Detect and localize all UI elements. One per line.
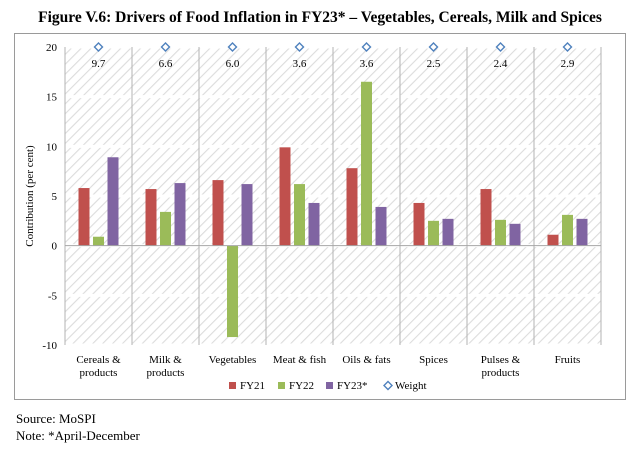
- bar-fy23: [442, 218, 454, 246]
- legend-label: FY21: [240, 380, 265, 392]
- legend-swatch: [278, 382, 285, 389]
- legend-label: FY22: [289, 380, 314, 392]
- weight-marker: [294, 42, 305, 52]
- weight-label: 2.5: [427, 58, 441, 70]
- weight-marker: [495, 42, 506, 52]
- bar-fy21: [346, 168, 358, 246]
- bar-fy22: [495, 219, 506, 246]
- y-tick-label: 15: [46, 92, 58, 104]
- weight-label: 9.7: [92, 58, 106, 70]
- bar-fy21: [480, 189, 492, 246]
- weight-marker: [562, 42, 573, 52]
- x-tick-label: Meat & fish: [273, 354, 327, 366]
- weight-marker: [227, 42, 238, 52]
- bar-fy23: [174, 183, 186, 246]
- weight-label: 2.4: [494, 58, 508, 70]
- bar-fy22: [294, 184, 305, 246]
- weight-label: 3.6: [360, 58, 374, 70]
- legend-swatch: [326, 382, 333, 389]
- y-axis-label: Contribution (per cent): [24, 145, 36, 247]
- bar-fy22: [93, 236, 104, 246]
- footnote: Note: *April-December: [16, 428, 140, 443]
- bar-fy23: [509, 223, 521, 246]
- bar-fy23: [375, 206, 387, 246]
- source-note: Source: MoSPI: [16, 411, 96, 426]
- weight-marker: [93, 42, 104, 52]
- y-tick-label: 10: [46, 141, 58, 153]
- x-tick-label: products: [147, 367, 185, 379]
- legend-label: FY23*: [337, 380, 368, 392]
- x-tick-label: Milk &: [149, 354, 182, 366]
- bar-fy21: [547, 234, 559, 246]
- weight-label: 6.6: [159, 58, 173, 70]
- y-tick-label: -10: [42, 340, 57, 352]
- bar-fy21: [212, 180, 224, 246]
- bar-fy21: [145, 189, 157, 246]
- x-tick-label: products: [482, 367, 520, 379]
- x-tick-label: Oils & fats: [342, 354, 390, 366]
- x-tick-label: Pulses &: [481, 354, 521, 366]
- x-tick-label: Cereals &: [76, 354, 121, 366]
- y-tick-label: 5: [52, 191, 58, 203]
- bar-fy22: [428, 220, 439, 246]
- weight-marker: [361, 42, 372, 52]
- legend-swatch: [229, 382, 236, 389]
- weight-label: 2.9: [561, 58, 575, 70]
- bar-fy23: [241, 184, 253, 246]
- legend-label: Weight: [395, 380, 427, 392]
- bar-fy22: [160, 211, 171, 246]
- bar-fy22: [361, 81, 372, 246]
- bar-fy23: [107, 157, 119, 246]
- x-tick-label: Fruits: [555, 354, 581, 366]
- x-tick-label: products: [80, 367, 118, 379]
- chart-title: Figure V.6: Drivers of Food Inflation in…: [38, 9, 602, 26]
- bar-fy23: [576, 218, 588, 246]
- weight-label: 6.0: [226, 58, 240, 70]
- weight-marker: [428, 42, 439, 52]
- y-tick-label: 20: [46, 42, 58, 54]
- y-tick-label: -5: [48, 290, 58, 302]
- bar-fy22: [562, 214, 573, 246]
- weight-marker: [160, 42, 171, 52]
- legend-swatch: [383, 380, 393, 391]
- weight-label: 3.6: [293, 58, 307, 70]
- bar-fy21: [78, 188, 90, 246]
- bar-fy22: [227, 245, 238, 338]
- bar-fy21: [413, 202, 425, 246]
- x-tick-label: Vegetables: [209, 354, 257, 366]
- x-tick-label: Spices: [419, 354, 448, 366]
- y-tick-label: 0: [52, 241, 58, 253]
- bar-fy21: [279, 147, 291, 246]
- bar-fy23: [308, 202, 320, 246]
- chart-frame: [14, 33, 626, 400]
